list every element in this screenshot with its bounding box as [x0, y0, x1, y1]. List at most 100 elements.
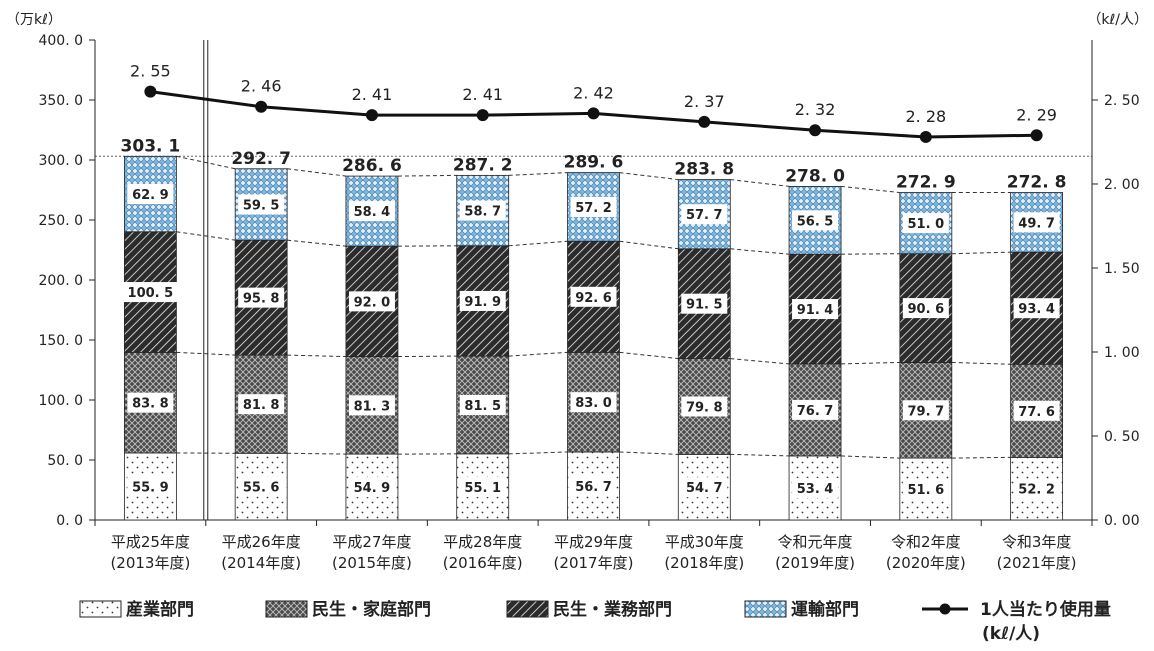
connector-line — [730, 453, 790, 457]
segment-value-label: 83. 8 — [132, 397, 169, 412]
connector-line — [841, 361, 900, 365]
category-label-year: 令和3年度 — [1002, 533, 1072, 551]
total-value-label: 283. 8 — [674, 159, 734, 179]
category-label-western-year: (2021年度) — [997, 554, 1077, 572]
segment-label-bg — [681, 396, 728, 417]
segment-value-label: 93. 4 — [1018, 302, 1055, 317]
category-label-year: 平成25年度 — [111, 533, 190, 551]
category-label-western-year: (2019年度) — [775, 554, 855, 572]
right-tick-label: 1. 50 — [1104, 261, 1140, 277]
category-label-year: 平成27年度 — [332, 533, 411, 551]
segment-value-label: 54. 9 — [354, 481, 391, 496]
left-tick-label: 300. 0 — [38, 153, 83, 169]
segment-value-label: 81. 3 — [354, 399, 391, 414]
connector-line — [287, 354, 346, 358]
segment-value-label: 55. 9 — [132, 480, 169, 495]
segment-label-bg — [238, 476, 285, 497]
connector-line — [619, 451, 679, 455]
segment-label-bg — [792, 477, 839, 498]
total-value-label: 287. 2 — [453, 155, 513, 175]
category-label-year: 平成29年度 — [554, 533, 633, 551]
right-tick-label: 2. 50 — [1104, 93, 1140, 109]
legend-label-household: 民生・家庭部門 — [312, 599, 431, 620]
category-label-western-year: (2015年度) — [332, 554, 412, 572]
segment-label-bg — [127, 476, 174, 497]
connector-line — [841, 185, 900, 194]
connector-line — [176, 155, 236, 170]
segment-label-bg — [681, 293, 728, 314]
segment-label-bg — [570, 392, 617, 413]
category-label-western-year: (2017年度) — [554, 554, 634, 572]
segment-value-label: 83. 0 — [575, 396, 612, 411]
segment-label-bg — [123, 282, 178, 303]
legend-label-percapita-unit: (kℓ/人) — [982, 624, 1040, 644]
category-label-year: 平成30年度 — [665, 533, 744, 551]
left-tick-label: 150. 0 — [38, 333, 83, 349]
segment-label-bg — [238, 194, 285, 215]
segment-label-bg — [1013, 400, 1060, 421]
segment-value-label: 90. 6 — [908, 302, 945, 317]
segment-value-label: 56. 5 — [797, 214, 834, 229]
category-labels: 平成25年度 (2013年度) 平成26年度 (2014年度) 平成27年度 (2015年… — [110, 533, 1076, 572]
connector-line — [841, 455, 900, 459]
connector-line — [619, 240, 679, 250]
legend-marker-percapita — [939, 603, 951, 615]
per-capita-line: 2. 55 2. 46 2. 41 2. 41 2. 42 2. 37 2. 32 2. 28… — [130, 62, 1057, 143]
segment-label-bg — [681, 477, 728, 498]
legend-swatch-business — [506, 600, 549, 618]
segment-value-label: 57. 2 — [575, 201, 612, 216]
bar-connector-lines — [176, 155, 1011, 459]
total-value-labels: 303. 1 292. 7 286. 6 287. 2 289. 6 283. 8 278.… — [121, 136, 1067, 192]
connector-line — [619, 172, 679, 181]
segment-value-label: 79. 7 — [908, 404, 945, 419]
per-capita-point — [255, 100, 268, 113]
segment-value-label: 54. 7 — [686, 481, 723, 496]
right-tick-label: 0. 50 — [1104, 429, 1140, 445]
segment-value-label: 51. 6 — [908, 483, 945, 498]
segment-label-bg — [570, 196, 617, 217]
connector-line — [287, 168, 347, 177]
per-capita-point — [809, 124, 822, 137]
segment-value-label: 76. 7 — [797, 404, 834, 419]
right-tick-label: 1. 00 — [1104, 345, 1140, 361]
legend-label-transport: 運輸部門 — [791, 599, 859, 620]
segment-value-label: 91. 5 — [686, 298, 723, 313]
left-axis: 0. 0 50. 0 100. 0 150. 0 200. 0 250. 0 300. 0 3… — [38, 33, 1093, 529]
total-value-label: 289. 6 — [564, 152, 624, 172]
per-capita-point — [365, 109, 378, 122]
category-label-year: 平成28年度 — [443, 533, 522, 551]
segment-value-label: 51. 0 — [908, 217, 945, 232]
segment-label-bg — [127, 184, 174, 205]
category-label-western-year: (2013年度) — [110, 554, 190, 572]
left-tick-label: 0. 0 — [56, 513, 83, 529]
segment-label-bg — [902, 479, 949, 500]
left-tick-label: 400. 0 — [38, 33, 83, 49]
segment-label-bg — [127, 392, 174, 413]
connector-line — [508, 172, 568, 176]
segment-value-label: 55. 6 — [243, 481, 280, 496]
left-tick-label: 200. 0 — [38, 273, 83, 289]
segment-value-label: 81. 5 — [464, 399, 501, 414]
segment-value-label: 59. 5 — [243, 198, 280, 213]
segment-value-label: 52. 2 — [1018, 483, 1055, 498]
segment-value-label: 57. 7 — [686, 208, 723, 223]
connector-line — [951, 361, 1011, 365]
segment-label-bg — [459, 476, 506, 497]
connector-line — [508, 351, 568, 357]
per-capita-value-label: 2. 32 — [795, 100, 836, 119]
connector-line — [287, 239, 346, 247]
segment-value-label: 77. 6 — [1018, 405, 1055, 420]
segment-label-bg — [570, 475, 617, 496]
per-capita-value-label: 2. 41 — [352, 85, 393, 104]
total-value-label: 303. 1 — [121, 136, 181, 156]
right-axis: 0. 00 0. 50 1. 00 1. 50 2. 00 2. 50 — [1091, 40, 1140, 529]
connector-line — [176, 351, 236, 356]
segment-label-bg — [348, 291, 395, 312]
segment-value-label: 58. 4 — [354, 205, 391, 220]
category-label-western-year: (2018年度) — [664, 554, 744, 572]
connector-line — [287, 452, 346, 455]
right-tick-label: 2. 00 — [1104, 177, 1140, 193]
legend-swatch-transport — [744, 600, 787, 618]
segment-label-bg — [238, 394, 285, 415]
